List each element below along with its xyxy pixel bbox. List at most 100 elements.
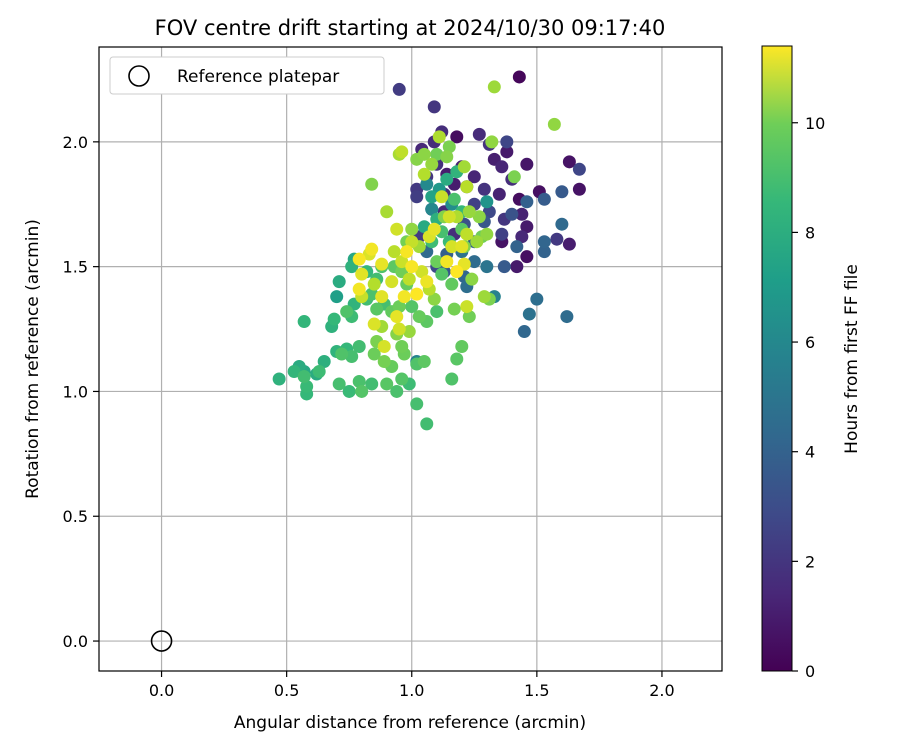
y-axis-ticks: 0.0 0.5 1.0 1.5 2.0	[63, 133, 99, 651]
data-point	[510, 240, 524, 254]
data-point	[377, 354, 391, 368]
data-point	[560, 310, 574, 324]
colorbar-ticks: 0 2 4 6 8 10	[792, 114, 825, 681]
data-point	[402, 272, 416, 286]
x-axis-label: Angular distance from reference (arcmin)	[234, 713, 586, 733]
data-point	[397, 290, 411, 304]
data-point	[297, 315, 311, 329]
data-point	[400, 245, 414, 259]
data-point	[487, 80, 501, 94]
data-point	[417, 167, 431, 181]
data-point	[287, 364, 301, 378]
data-point	[520, 195, 534, 209]
data-point	[462, 205, 476, 219]
data-point	[497, 260, 511, 274]
legend: Reference platepar	[109, 56, 385, 95]
data-point	[517, 325, 531, 339]
data-point	[550, 232, 564, 246]
data-point	[352, 282, 366, 296]
data-point	[370, 302, 384, 316]
colorbar-tick-label: 6	[805, 333, 815, 352]
data-point	[480, 260, 494, 274]
data-point	[395, 145, 409, 159]
data-point	[312, 364, 326, 378]
data-point	[367, 347, 381, 361]
data-point	[392, 82, 406, 96]
data-point	[477, 290, 491, 304]
data-point	[457, 160, 471, 174]
data-point	[460, 300, 474, 314]
data-point	[435, 267, 449, 281]
data-point	[432, 130, 446, 144]
data-point	[272, 372, 286, 386]
data-point	[562, 155, 576, 169]
data-point	[455, 240, 469, 254]
colorbar-tick-label: 0	[805, 662, 815, 681]
data-point	[427, 292, 441, 306]
data-point	[450, 265, 464, 279]
data-point	[387, 245, 401, 259]
data-point	[495, 227, 509, 241]
data-point	[500, 145, 514, 159]
data-point	[395, 372, 409, 386]
data-point	[352, 374, 366, 388]
data-point	[355, 267, 369, 281]
data-point	[460, 227, 474, 241]
y-tick-label: 1.5	[63, 258, 88, 277]
data-point	[405, 260, 419, 274]
data-point	[355, 384, 369, 398]
x-tick-label: 1.0	[399, 681, 424, 700]
data-point	[537, 235, 551, 249]
legend-marker-icon	[128, 65, 150, 87]
data-point	[522, 307, 536, 321]
data-point	[505, 207, 519, 221]
data-point	[547, 117, 561, 131]
data-point	[465, 272, 479, 286]
data-point	[492, 187, 506, 201]
data-point	[530, 292, 544, 306]
data-point	[460, 180, 474, 194]
data-point	[365, 287, 379, 301]
data-point	[345, 350, 359, 364]
data-point	[367, 317, 381, 331]
data-point	[332, 377, 346, 391]
data-point	[297, 369, 311, 383]
data-point	[317, 354, 331, 368]
data-point	[510, 260, 524, 274]
data-point	[332, 275, 346, 289]
data-point	[375, 290, 389, 304]
chart-title: FOV centre drift starting at 2024/10/30 …	[155, 16, 666, 40]
colorbar-gradient	[761, 45, 793, 672]
reference-platepar-marker	[150, 630, 173, 652]
data-point	[512, 70, 526, 84]
data-point	[395, 255, 409, 269]
y-tick-label: 0.5	[63, 507, 88, 526]
data-point	[425, 157, 439, 171]
data-point	[365, 377, 379, 391]
data-point	[412, 310, 426, 324]
colorbar-tick-label: 10	[805, 114, 825, 133]
x-tick-label: 2.0	[649, 681, 674, 700]
data-point	[455, 340, 469, 354]
legend-box	[109, 56, 385, 95]
data-point	[417, 354, 431, 368]
data-point	[440, 172, 454, 186]
data-point	[500, 135, 514, 149]
data-point	[520, 220, 534, 234]
data-point	[562, 237, 576, 251]
x-tick-label: 1.5	[524, 681, 549, 700]
data-points	[272, 70, 586, 431]
data-point	[390, 222, 404, 236]
data-point	[405, 235, 419, 249]
data-point	[365, 242, 379, 256]
data-point	[352, 252, 366, 266]
x-axis-ticks: 0.0 0.5 1.0 1.5 2.0	[149, 671, 675, 700]
data-point	[442, 210, 456, 224]
data-point	[425, 190, 439, 204]
data-point	[537, 245, 551, 259]
colorbar-label: Hours from first FF file	[842, 264, 862, 454]
plot-frame	[98, 46, 723, 672]
data-point	[392, 322, 406, 336]
data-point	[445, 372, 459, 386]
data-point	[515, 207, 529, 221]
